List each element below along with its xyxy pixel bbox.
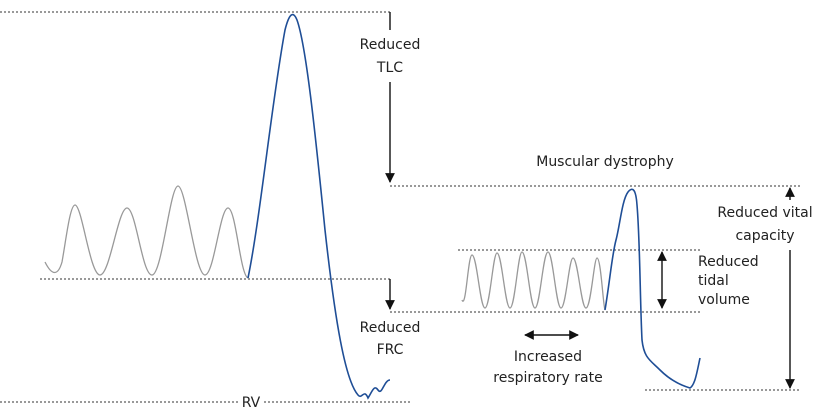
- tidal-volume-label: volume: [698, 292, 750, 308]
- frc-label: Reduced: [360, 320, 421, 336]
- respiratory-rate-label: Increased: [514, 349, 582, 365]
- normal-tidal-breaths: [44, 185, 249, 279]
- tidal-volume-label: tidal: [698, 273, 729, 289]
- vital-capacity-label: Reduced vital: [717, 205, 812, 221]
- tlc-label: Reduced: [360, 37, 421, 53]
- rapid-tidal-breaths: [461, 251, 606, 311]
- tidal-volume-label: Reduced: [698, 254, 759, 270]
- respiratory-rate-label: respiratory rate: [493, 370, 602, 386]
- tlc-label: TLC: [376, 60, 403, 76]
- condition-label: Muscular dystrophy: [536, 154, 674, 170]
- reduced-vital-capacity-curve: [604, 188, 701, 389]
- rv-label-bg: [238, 394, 264, 410]
- vital-capacity-label: capacity: [735, 228, 794, 244]
- frc-label: FRC: [377, 342, 404, 358]
- rv-label: RV: [242, 395, 261, 411]
- normal-vital-capacity-curve: [247, 13, 391, 400]
